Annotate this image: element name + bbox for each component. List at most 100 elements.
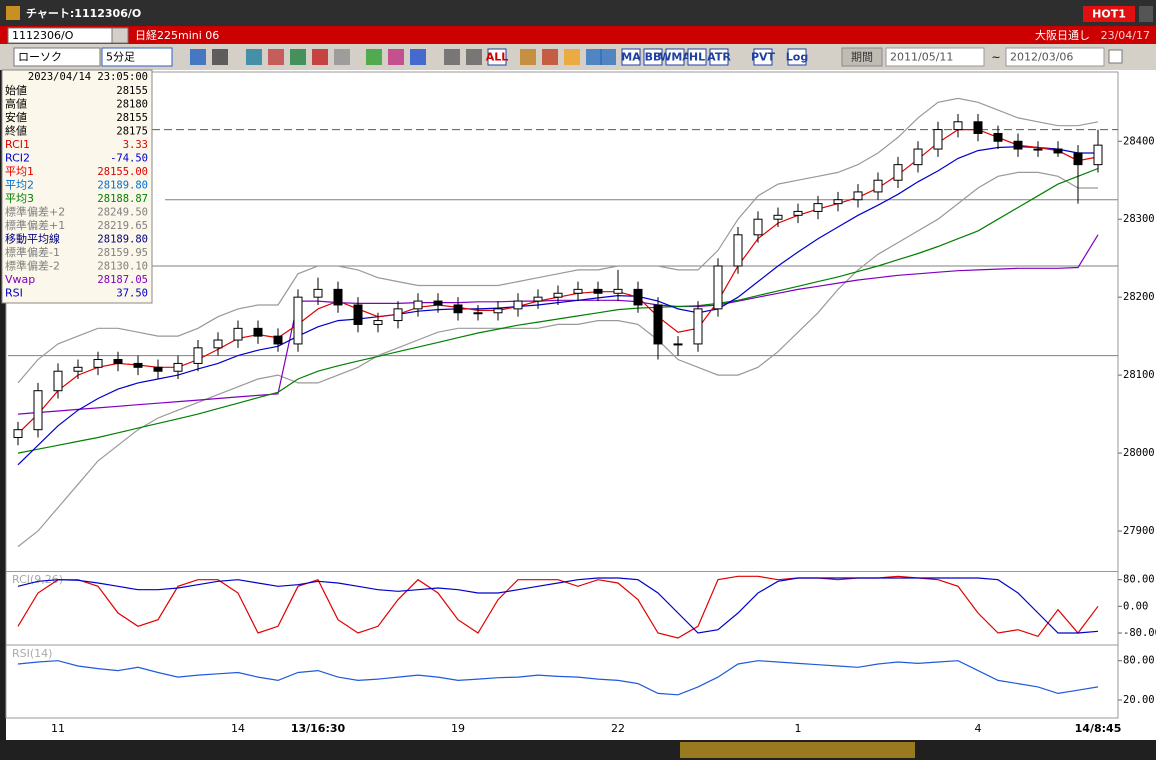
toolbar-button[interactable]: [487, 48, 507, 66]
y-tick-label: -80.00: [1123, 627, 1156, 639]
toolbar-button[interactable]: [687, 48, 707, 66]
toolbar-button-label[interactable]: WMA: [659, 51, 691, 64]
info-label: 安値: [5, 110, 27, 124]
candle-body: [573, 288, 583, 294]
info-label: 高値: [5, 97, 27, 111]
x-tick-label: 22: [611, 722, 625, 735]
toolbar-icon[interactable]: [466, 49, 482, 65]
y-tick-label: 28400: [1123, 135, 1155, 147]
from-date-input[interactable]: [885, 47, 985, 67]
indicator-line: [17, 577, 1099, 634]
toolbar-button[interactable]: [709, 48, 729, 66]
y-tick-label: 28100: [1123, 369, 1155, 381]
info-value: -74.50: [110, 153, 148, 165]
panel-title: RSI(14): [12, 647, 52, 660]
candle-body: [993, 132, 1003, 142]
session: 大阪日通し: [1035, 28, 1090, 42]
toolbar-icon[interactable]: [388, 49, 404, 65]
toolbar-icon[interactable]: [190, 49, 206, 65]
toolbar-button-label[interactable]: MA: [621, 51, 641, 64]
toolbar-icon[interactable]: [334, 49, 350, 65]
plot-border: [5, 71, 1119, 719]
hot-label[interactable]: HOT1: [1092, 8, 1126, 21]
y-tick-label: 27900: [1123, 525, 1155, 537]
candle-body: [453, 304, 463, 314]
info-value: 28155: [116, 85, 148, 97]
candle-body: [73, 366, 83, 372]
range-checkbox[interactable]: [1108, 49, 1123, 64]
toolbar-icon[interactable]: [444, 49, 460, 65]
toolbar-icon[interactable]: [542, 49, 558, 65]
scrollbar[interactable]: [0, 740, 1156, 760]
candle-body: [353, 304, 363, 325]
candle-body: [153, 366, 163, 372]
toolbar-icon[interactable]: [366, 49, 382, 65]
interval-select[interactable]: [101, 47, 173, 67]
candle-body: [193, 347, 203, 364]
y-tick-label: 28200: [1123, 291, 1155, 303]
chart-area: [6, 70, 1156, 740]
toolbar-button[interactable]: [753, 48, 773, 66]
y-tick-label: 80.00: [1123, 655, 1155, 667]
candle-body: [13, 429, 23, 438]
info-timestamp: 2023/04/14 23:05:00: [28, 71, 148, 83]
symbol-bar: [0, 26, 1156, 44]
candle-body: [673, 343, 683, 346]
period-button[interactable]: [841, 47, 883, 67]
candle-body: [973, 121, 983, 134]
toolbar-icon[interactable]: [600, 49, 616, 65]
info-label: 標準偏差+2: [5, 205, 65, 219]
info-value: 28249.50: [97, 207, 148, 219]
instrument-name: 日経225mini 06: [135, 29, 219, 42]
symbol-dropdown[interactable]: [111, 27, 129, 44]
info-panel-bg: [1, 69, 153, 304]
toolbar-icon[interactable]: [520, 49, 536, 65]
toolbar-button-label[interactable]: Log: [786, 51, 808, 64]
toolbar-icon[interactable]: [290, 49, 306, 65]
toolbar-icon[interactable]: [268, 49, 284, 65]
chart-type: ローソク: [18, 51, 62, 64]
indicator-line: [17, 167, 1099, 454]
toolbar-icon[interactable]: [312, 49, 328, 65]
candle-body: [293, 296, 303, 345]
indicator-line: [17, 660, 1099, 696]
toolbar-button[interactable]: [643, 48, 663, 66]
hot-button[interactable]: [1083, 6, 1135, 22]
candle-body: [593, 288, 603, 294]
info-value: 37.50: [116, 288, 148, 300]
toolbar-button-label[interactable]: ATR: [707, 51, 731, 64]
scroll-thumb[interactable]: [680, 742, 915, 758]
info-label: RSI: [5, 287, 23, 300]
toolbar-button-label[interactable]: HL: [689, 51, 705, 64]
candle-body: [333, 288, 343, 306]
toolbar-icon[interactable]: [212, 49, 228, 65]
candle-body: [813, 203, 823, 212]
toolbar-button[interactable]: [787, 48, 807, 66]
candle-body: [313, 288, 323, 298]
candle-body: [733, 234, 743, 267]
candle-body: [873, 179, 883, 193]
candle-body: [713, 265, 723, 310]
candle-body: [253, 327, 263, 337]
toolbar-icon[interactable]: [564, 49, 580, 65]
toolbar-icon[interactable]: [586, 49, 602, 65]
toolbar-icon[interactable]: [246, 49, 262, 65]
toolbar-button-label[interactable]: ALL: [486, 51, 509, 64]
close-button[interactable]: [1139, 6, 1153, 22]
chart-type-select[interactable]: [13, 47, 101, 67]
info-value: 28155: [116, 112, 148, 124]
toolbar-button[interactable]: [621, 48, 641, 66]
candle-body: [1073, 152, 1083, 166]
candle-body: [273, 335, 283, 345]
toolbar-icon[interactable]: [410, 49, 426, 65]
to-date-input[interactable]: [1005, 47, 1105, 67]
info-panel: 2023/04/14 23:05:00 始値 28155 高値 28180 安値 2815…: [1, 69, 153, 304]
info-value: 28189.80: [97, 234, 148, 246]
candle-body: [233, 327, 243, 341]
toolbar-button-label[interactable]: PVT: [751, 51, 776, 64]
candle-body: [553, 292, 563, 298]
toolbar-button[interactable]: [665, 48, 685, 66]
candle-body: [513, 300, 523, 310]
toolbar-button-label[interactable]: BB: [645, 51, 662, 64]
